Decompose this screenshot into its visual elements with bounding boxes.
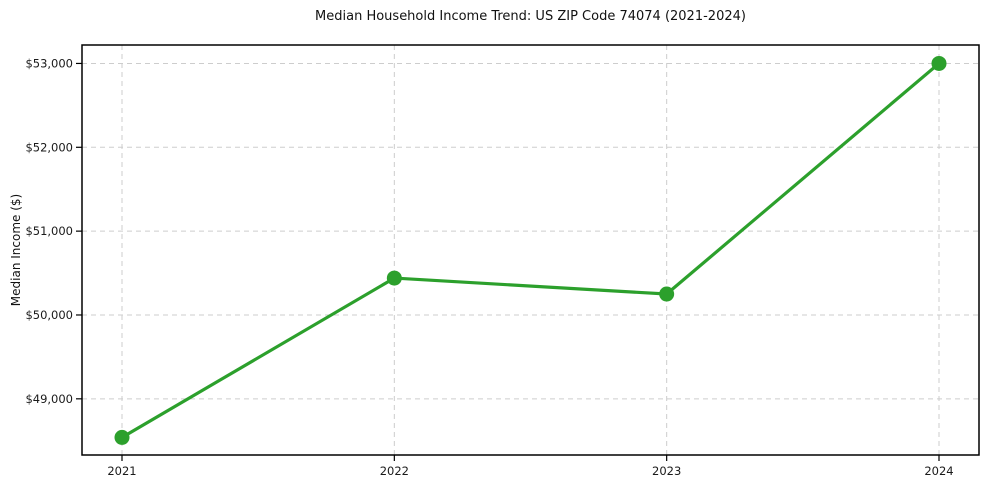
data-point-marker <box>114 429 130 445</box>
x-tick-label: 2023 <box>652 464 681 478</box>
data-point-marker <box>931 55 947 71</box>
y-tick-label: $50,000 <box>25 308 73 322</box>
x-tick-label: 2021 <box>107 464 136 478</box>
y-tick-label: $53,000 <box>25 56 73 70</box>
data-point-marker <box>386 270 402 286</box>
y-tick-label: $49,000 <box>25 392 73 406</box>
chart-title: Median Household Income Trend: US ZIP Co… <box>315 9 746 24</box>
y-tick-label: $52,000 <box>25 140 73 154</box>
x-tick-label: 2022 <box>380 464 409 478</box>
y-tick-label: $51,000 <box>25 224 73 238</box>
x-tick-label: 2024 <box>924 464 953 478</box>
plot-border <box>81 44 980 456</box>
trend-line <box>120 61 941 439</box>
data-point-marker <box>659 286 675 302</box>
